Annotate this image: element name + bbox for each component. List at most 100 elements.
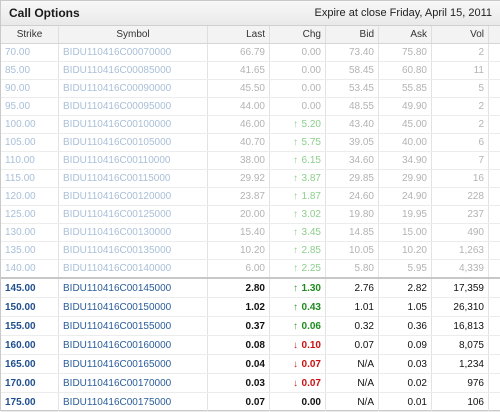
strike-link[interactable]: 150.00 (1, 298, 59, 317)
strike-link[interactable]: 70.00 (1, 44, 59, 62)
column-header-open-int[interactable]: Open Int (489, 26, 500, 44)
symbol-link[interactable]: BIDU110416C00160000 (59, 336, 208, 355)
strike-link[interactable]: 170.00 (1, 374, 59, 393)
open-interest: 5,441 (489, 298, 500, 317)
strike-link[interactable]: 110.00 (1, 152, 59, 170)
strike-link[interactable]: 140.00 (1, 260, 59, 279)
symbol-link[interactable]: BIDU110416C00150000 (59, 298, 208, 317)
symbol-link[interactable]: BIDU110416C00110000 (59, 152, 208, 170)
change-value: 0.43 (302, 302, 321, 313)
symbol-link[interactable]: BIDU110416C00070000 (59, 44, 208, 62)
strike-link[interactable]: 160.00 (1, 336, 59, 355)
symbol-link[interactable]: BIDU110416C00130000 (59, 224, 208, 242)
bid-price: 14.85 (326, 224, 379, 242)
volume: 106 (432, 393, 489, 412)
ask-price: 45.00 (379, 116, 432, 134)
strike-link[interactable]: 130.00 (1, 224, 59, 242)
ask-price: 0.03 (379, 355, 432, 374)
last-price: 6.00 (208, 260, 270, 279)
strike-link[interactable]: 95.00 (1, 98, 59, 116)
strike-link[interactable]: 85.00 (1, 62, 59, 80)
ask-price: 34.90 (379, 152, 432, 170)
column-header-chg[interactable]: Chg (270, 26, 326, 44)
change-cell: 0.00 (270, 80, 326, 98)
strike-link[interactable]: 120.00 (1, 188, 59, 206)
options-table: Strike Symbol Last Chg Bid Ask Vol Open … (1, 26, 500, 412)
change-cell: ↑5.75 (270, 134, 326, 152)
column-header-last[interactable]: Last (208, 26, 270, 44)
symbol-link[interactable]: BIDU110416C00140000 (59, 260, 208, 279)
symbol-link[interactable]: BIDU110416C00105000 (59, 134, 208, 152)
strike-link[interactable]: 165.00 (1, 355, 59, 374)
symbol-link[interactable]: BIDU110416C00125000 (59, 206, 208, 224)
change-cell: ↓0.10 (270, 336, 326, 355)
change-cell: 0.00 (270, 62, 326, 80)
down-arrow-icon: ↓ (292, 378, 300, 389)
strike-link[interactable]: 145.00 (1, 278, 59, 298)
bid-price: 53.45 (326, 80, 379, 98)
bid-price: 24.60 (326, 188, 379, 206)
symbol-link[interactable]: BIDU110416C00120000 (59, 188, 208, 206)
strike-link[interactable]: 125.00 (1, 206, 59, 224)
symbol-link[interactable]: BIDU110416C00115000 (59, 170, 208, 188)
ask-price: 0.36 (379, 317, 432, 336)
strike-link[interactable]: 155.00 (1, 317, 59, 336)
symbol-link[interactable]: BIDU110416C00085000 (59, 62, 208, 80)
ask-price: 15.00 (379, 224, 432, 242)
last-price: 40.70 (208, 134, 270, 152)
change-value: 1.30 (302, 283, 321, 294)
symbol-link[interactable]: BIDU110416C00100000 (59, 116, 208, 134)
strike-link[interactable]: 105.00 (1, 134, 59, 152)
strike-link[interactable]: 115.00 (1, 170, 59, 188)
ask-price: 40.00 (379, 134, 432, 152)
symbol-link[interactable]: BIDU110416C00175000 (59, 393, 208, 412)
change-value: 3.87 (302, 173, 321, 184)
column-header-ask[interactable]: Ask (379, 26, 432, 44)
strike-link[interactable]: 100.00 (1, 116, 59, 134)
last-price: 0.03 (208, 374, 270, 393)
symbol-link[interactable]: BIDU110416C00170000 (59, 374, 208, 393)
symbol-link[interactable]: BIDU110416C00095000 (59, 98, 208, 116)
change-cell: ↑3.02 (270, 206, 326, 224)
symbol-link[interactable]: BIDU110416C00165000 (59, 355, 208, 374)
open-interest: 80 (489, 98, 500, 116)
strike-link[interactable]: 175.00 (1, 393, 59, 412)
column-header-vol[interactable]: Vol (432, 26, 489, 44)
column-header-bid[interactable]: Bid (326, 26, 379, 44)
symbol-link[interactable]: BIDU110416C00090000 (59, 80, 208, 98)
strike-link[interactable]: 135.00 (1, 242, 59, 260)
column-header-strike[interactable]: Strike (1, 26, 59, 44)
symbol-link[interactable]: BIDU110416C00155000 (59, 317, 208, 336)
symbol-link[interactable]: BIDU110416C00145000 (59, 278, 208, 298)
volume: 2 (432, 98, 489, 116)
symbol-link[interactable]: BIDU110416C00135000 (59, 242, 208, 260)
strike-link[interactable]: 90.00 (1, 80, 59, 98)
change-cell: ↑2.25 (270, 260, 326, 279)
up-arrow-icon: ↑ (292, 137, 300, 148)
up-arrow-icon: ↑ (292, 283, 300, 294)
column-header-symbol[interactable]: Symbol (59, 26, 208, 44)
change-value: 0.10 (302, 340, 321, 351)
bid-price: 29.85 (326, 170, 379, 188)
